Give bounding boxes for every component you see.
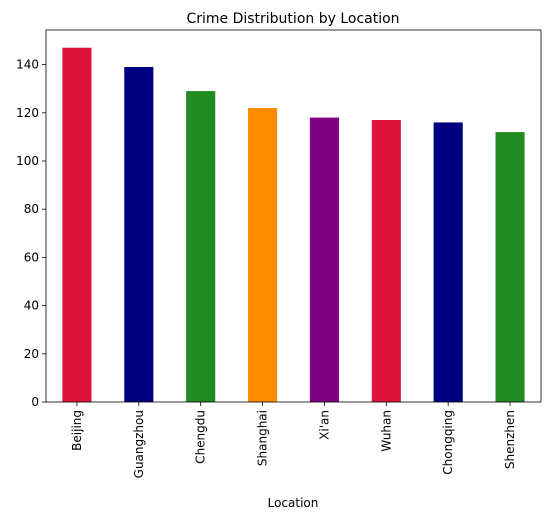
y-tick-label: 20 <box>24 347 39 361</box>
bar-shanghai <box>248 107 278 403</box>
y-tick-label: 80 <box>24 202 39 216</box>
bars-group <box>62 47 525 403</box>
y-tick-label: 0 <box>31 395 39 409</box>
x-tick-label: Shanghai <box>256 410 270 466</box>
x-tick-label: Guangzhou <box>132 410 146 478</box>
x-tick-label: Shenzhen <box>503 410 517 469</box>
bar-xi-an <box>309 117 339 402</box>
x-tick-label: Chongqing <box>441 410 455 475</box>
y-tick-label: 120 <box>16 106 39 120</box>
x-axis-label: Location <box>268 496 319 510</box>
bar-chongqing <box>433 122 463 402</box>
x-tick-label: Xi'an <box>317 410 331 440</box>
chart-title: Crime Distribution by Location <box>186 11 399 27</box>
bar-chengdu <box>186 91 216 403</box>
y-tick-label: 100 <box>16 154 39 168</box>
x-tick-label: Wuhan <box>379 410 393 452</box>
plot-frame <box>45 29 542 403</box>
x-tick-label: Beijing <box>70 410 84 451</box>
bar-guangzhou <box>124 66 154 402</box>
bar-wuhan <box>371 120 401 403</box>
x-axis: Beijing Guangzhou Chengdu Shanghai Xi'an Wuha… <box>70 402 517 478</box>
y-tick-label: 40 <box>24 299 39 313</box>
bar-beijing <box>62 47 92 402</box>
y-tick-label: 60 <box>24 250 39 264</box>
bar-shenzhen <box>495 132 525 402</box>
y-tick-label: 140 <box>16 58 39 72</box>
x-tick-label: Chengdu <box>194 410 208 464</box>
y-axis: 0 20 40 60 80 100 120 140 <box>16 58 46 409</box>
